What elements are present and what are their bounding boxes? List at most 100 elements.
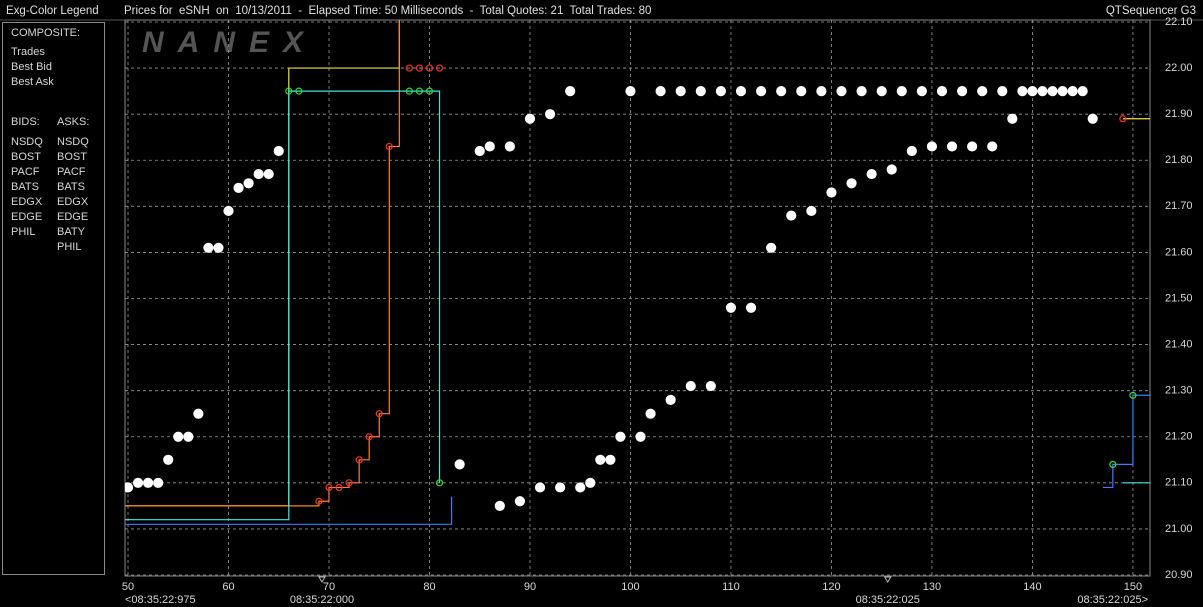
trade-dot [936,86,948,97]
time-label: 08:35:22:000 [290,594,354,606]
y-tick-label: 21.80 [1165,154,1193,166]
trade-dot [615,431,626,442]
time-label: 08:35:22:025> [1077,594,1148,606]
trade-dot [856,86,867,97]
legend-entry: Best Ask [11,76,54,88]
legend-bid: BATS [11,181,39,193]
legend-ask: BATY [57,226,86,238]
legend-composite-title: COMPOSITE: [11,27,80,39]
legend-bids-title: BIDS: [11,116,40,128]
trade-dot [906,145,917,157]
trade-dot [786,210,797,221]
quote-dot [295,87,303,95]
trade-dot [997,86,1008,97]
y-tick-label: 20.90 [1165,569,1193,581]
trade-dot [816,86,827,97]
quote-dot [425,64,434,72]
trade-dot [233,182,244,193]
trade-dot [153,477,164,488]
trade-dot [685,380,696,392]
legend-bid: EDGE [11,211,42,223]
trade-dot [1087,113,1098,124]
trade-dot [263,168,274,180]
quote-line [125,496,453,525]
legend-panel [2,22,105,575]
trade-dot [173,431,184,442]
quote-dot [435,479,444,487]
x-tick-label: 120 [822,581,840,593]
trade-dot [705,380,716,392]
y-tick-label: 21.50 [1165,292,1193,304]
trade-dot [273,145,284,157]
y-tick-label: 21.70 [1165,200,1193,212]
legend-bid: PHIL [11,226,35,238]
x-tick-label: 110 [722,581,740,593]
legend-entry: Trades [11,46,45,58]
trade-dot [1077,86,1088,97]
quote-dot [335,483,343,492]
time-label: <08:35:22:975 [125,594,196,606]
y-tick-label: 22.10 [1165,16,1193,28]
trade-dot [916,86,927,97]
trade-dot [1037,86,1048,97]
legend-entry: Best Bid [11,61,52,73]
legend-bid: PACF [11,166,40,178]
quote-dot [405,64,413,72]
trade-dot [585,477,596,488]
trade-dot [1047,86,1058,97]
quote-dot [325,483,333,492]
trade-dot [806,205,817,217]
header-center: Prices for eSNH on 10/13/2011 - Elapsed … [124,5,651,17]
quote-dot [365,433,373,441]
trade-dot [745,302,757,313]
trade-dot [926,141,938,152]
trade-dot [946,141,958,152]
plot-marks [125,20,1150,525]
trade-dot [243,178,254,189]
header-right: QTSequencer G3 [1106,5,1196,17]
trade-dot [655,86,666,97]
trade-dot [886,164,897,175]
trade-dot [213,242,224,253]
quote-dot [405,87,413,95]
trade-dot [876,86,887,97]
trade-dot [595,454,606,465]
trade-dot [223,205,234,217]
x-tick-label: 60 [222,581,234,593]
trade-dot [132,477,144,488]
trade-dot [987,141,998,152]
quote-dot [1129,391,1137,399]
trade-dot [1017,86,1028,97]
trade-dot [635,431,646,442]
trade-dot [756,86,767,97]
legend-ask: PACF [57,166,86,178]
trade-dot [1007,113,1018,124]
quote-dot [425,87,434,95]
trade-dot [776,86,787,97]
quote-dot [435,64,444,72]
trade-dot [695,86,706,97]
quote-dot [415,87,424,95]
trade-dot [766,242,777,253]
quote-dot [1119,115,1127,123]
trade-dot [735,86,747,97]
y-tick-label: 21.10 [1165,477,1193,489]
trade-dot [484,141,495,152]
plot-frame [124,19,1151,577]
x-tick-label: 50 [122,581,134,593]
trade-dot [1067,86,1078,97]
legend-ask: NSDQ [57,136,89,148]
y-tick-label: 21.20 [1165,431,1193,443]
trade-dot [1027,86,1038,97]
y-tick-label: 21.40 [1165,338,1193,350]
trade-dot [454,459,465,470]
trade-dot [524,113,536,124]
trade-dot [796,86,807,97]
quote-line [125,20,400,507]
trade-dot [494,500,505,511]
trade-dot [125,482,134,493]
x-tick-label: 130 [923,581,941,593]
trade-dot [645,408,656,419]
trade-dot [504,141,515,152]
